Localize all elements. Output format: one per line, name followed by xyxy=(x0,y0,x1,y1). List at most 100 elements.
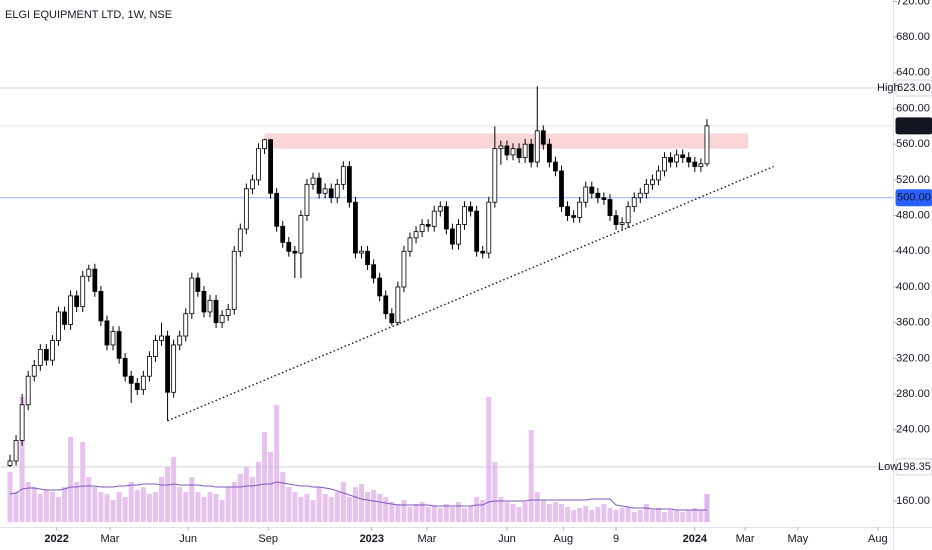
candle-body xyxy=(116,331,122,359)
volume-bar xyxy=(462,508,468,522)
candle-body xyxy=(613,215,619,225)
volume-bar xyxy=(668,510,674,522)
candle-body xyxy=(577,201,583,218)
x-tick-label: Aug xyxy=(554,533,574,545)
candle-body xyxy=(334,183,340,199)
volume-bar xyxy=(516,507,522,522)
volume-bar xyxy=(92,487,98,522)
candle-body xyxy=(340,166,346,185)
candle-body xyxy=(177,335,183,346)
volume-bar xyxy=(371,490,377,522)
candle-body xyxy=(389,313,395,324)
volume-bar xyxy=(480,500,486,522)
candle-body xyxy=(631,197,637,208)
volume-bar xyxy=(613,510,619,522)
volume-bar xyxy=(377,494,383,522)
candle-body xyxy=(140,375,146,390)
volume-bar xyxy=(510,504,516,522)
volume-bar xyxy=(86,477,92,522)
volume-bar xyxy=(425,507,431,522)
y-tick-label: 280.00 xyxy=(896,388,930,400)
volume-bar xyxy=(328,497,334,522)
x-tick-label: Mar xyxy=(101,533,120,545)
volume-bar xyxy=(389,502,395,522)
candle-body xyxy=(274,192,280,227)
candle-body xyxy=(595,192,601,199)
last-price-badge xyxy=(895,117,932,135)
candle-body xyxy=(286,241,292,252)
volume-bar xyxy=(522,502,528,522)
level-badge xyxy=(895,189,932,207)
volume-bar xyxy=(231,482,237,522)
volume-bar xyxy=(165,467,171,522)
volume-bar xyxy=(637,510,643,522)
volume-bar xyxy=(698,510,704,522)
volume-bar xyxy=(116,492,122,522)
high-label: High xyxy=(877,82,900,94)
volume-bar xyxy=(589,510,595,522)
volume-bar xyxy=(407,507,413,522)
resistance-zone xyxy=(264,133,749,149)
candle-body xyxy=(480,250,486,254)
y-tick-label: 160.00 xyxy=(896,495,930,507)
volume-bar xyxy=(237,474,243,522)
volume-bar xyxy=(7,472,13,522)
volume-bar xyxy=(25,482,31,522)
candle-body xyxy=(528,143,534,163)
candle-body xyxy=(122,357,128,377)
candle-body xyxy=(474,210,480,252)
candle-body xyxy=(86,268,92,277)
volume-bar xyxy=(631,512,637,522)
volume-bar xyxy=(431,506,437,522)
candle-body xyxy=(159,335,164,341)
candle-body xyxy=(462,206,467,225)
x-tick-label: 2024 xyxy=(683,533,708,545)
candle-body xyxy=(359,250,364,254)
candle-body xyxy=(195,277,201,292)
candle-body xyxy=(92,268,98,292)
candle-body xyxy=(686,157,692,163)
candle-body xyxy=(522,143,528,158)
y-tick-label: 240.00 xyxy=(896,424,930,436)
volume-bar xyxy=(152,492,158,522)
volume-bar xyxy=(213,494,219,522)
volume-bar xyxy=(649,510,655,522)
volume-bar xyxy=(352,487,358,522)
volume-bar xyxy=(625,507,631,522)
volume-bar xyxy=(49,492,55,522)
level-badge-label: 500.00 xyxy=(897,192,931,204)
volume-bar xyxy=(546,504,552,522)
volume-bar xyxy=(577,508,583,522)
volume-bar xyxy=(558,504,564,522)
x-tick-label: Mar xyxy=(417,533,436,545)
volume-bar xyxy=(334,492,340,522)
x-tick-label: 9 xyxy=(613,533,619,545)
candle-body xyxy=(407,237,413,252)
candle-body xyxy=(219,315,225,324)
volume-bar xyxy=(19,397,25,522)
candle-body xyxy=(104,320,110,346)
candle-body xyxy=(353,201,358,254)
candle-body xyxy=(56,311,61,341)
y-tick-label: 400.00 xyxy=(896,281,930,293)
candle-body xyxy=(692,161,698,167)
volume-bar xyxy=(128,482,134,522)
candle-body xyxy=(328,188,334,199)
x-tick-label: 2023 xyxy=(360,533,384,545)
candle-body xyxy=(268,139,273,194)
candle-body xyxy=(583,186,589,203)
candle-body xyxy=(243,188,249,230)
candle-body xyxy=(456,224,461,245)
candle-body xyxy=(371,264,377,279)
candle-body xyxy=(74,295,80,307)
candle-body xyxy=(25,375,31,406)
x-tick-label: Jun xyxy=(498,533,516,545)
volume-bar xyxy=(104,494,110,522)
candle-body xyxy=(589,186,595,194)
candle-body xyxy=(110,331,116,346)
candle-body xyxy=(607,199,613,216)
volume-bar xyxy=(43,490,49,522)
candle-body xyxy=(231,250,237,310)
volume-bar xyxy=(268,452,274,522)
chart-title: ELGI EQUIPMENT LTD, 1W, NSE xyxy=(5,9,172,21)
